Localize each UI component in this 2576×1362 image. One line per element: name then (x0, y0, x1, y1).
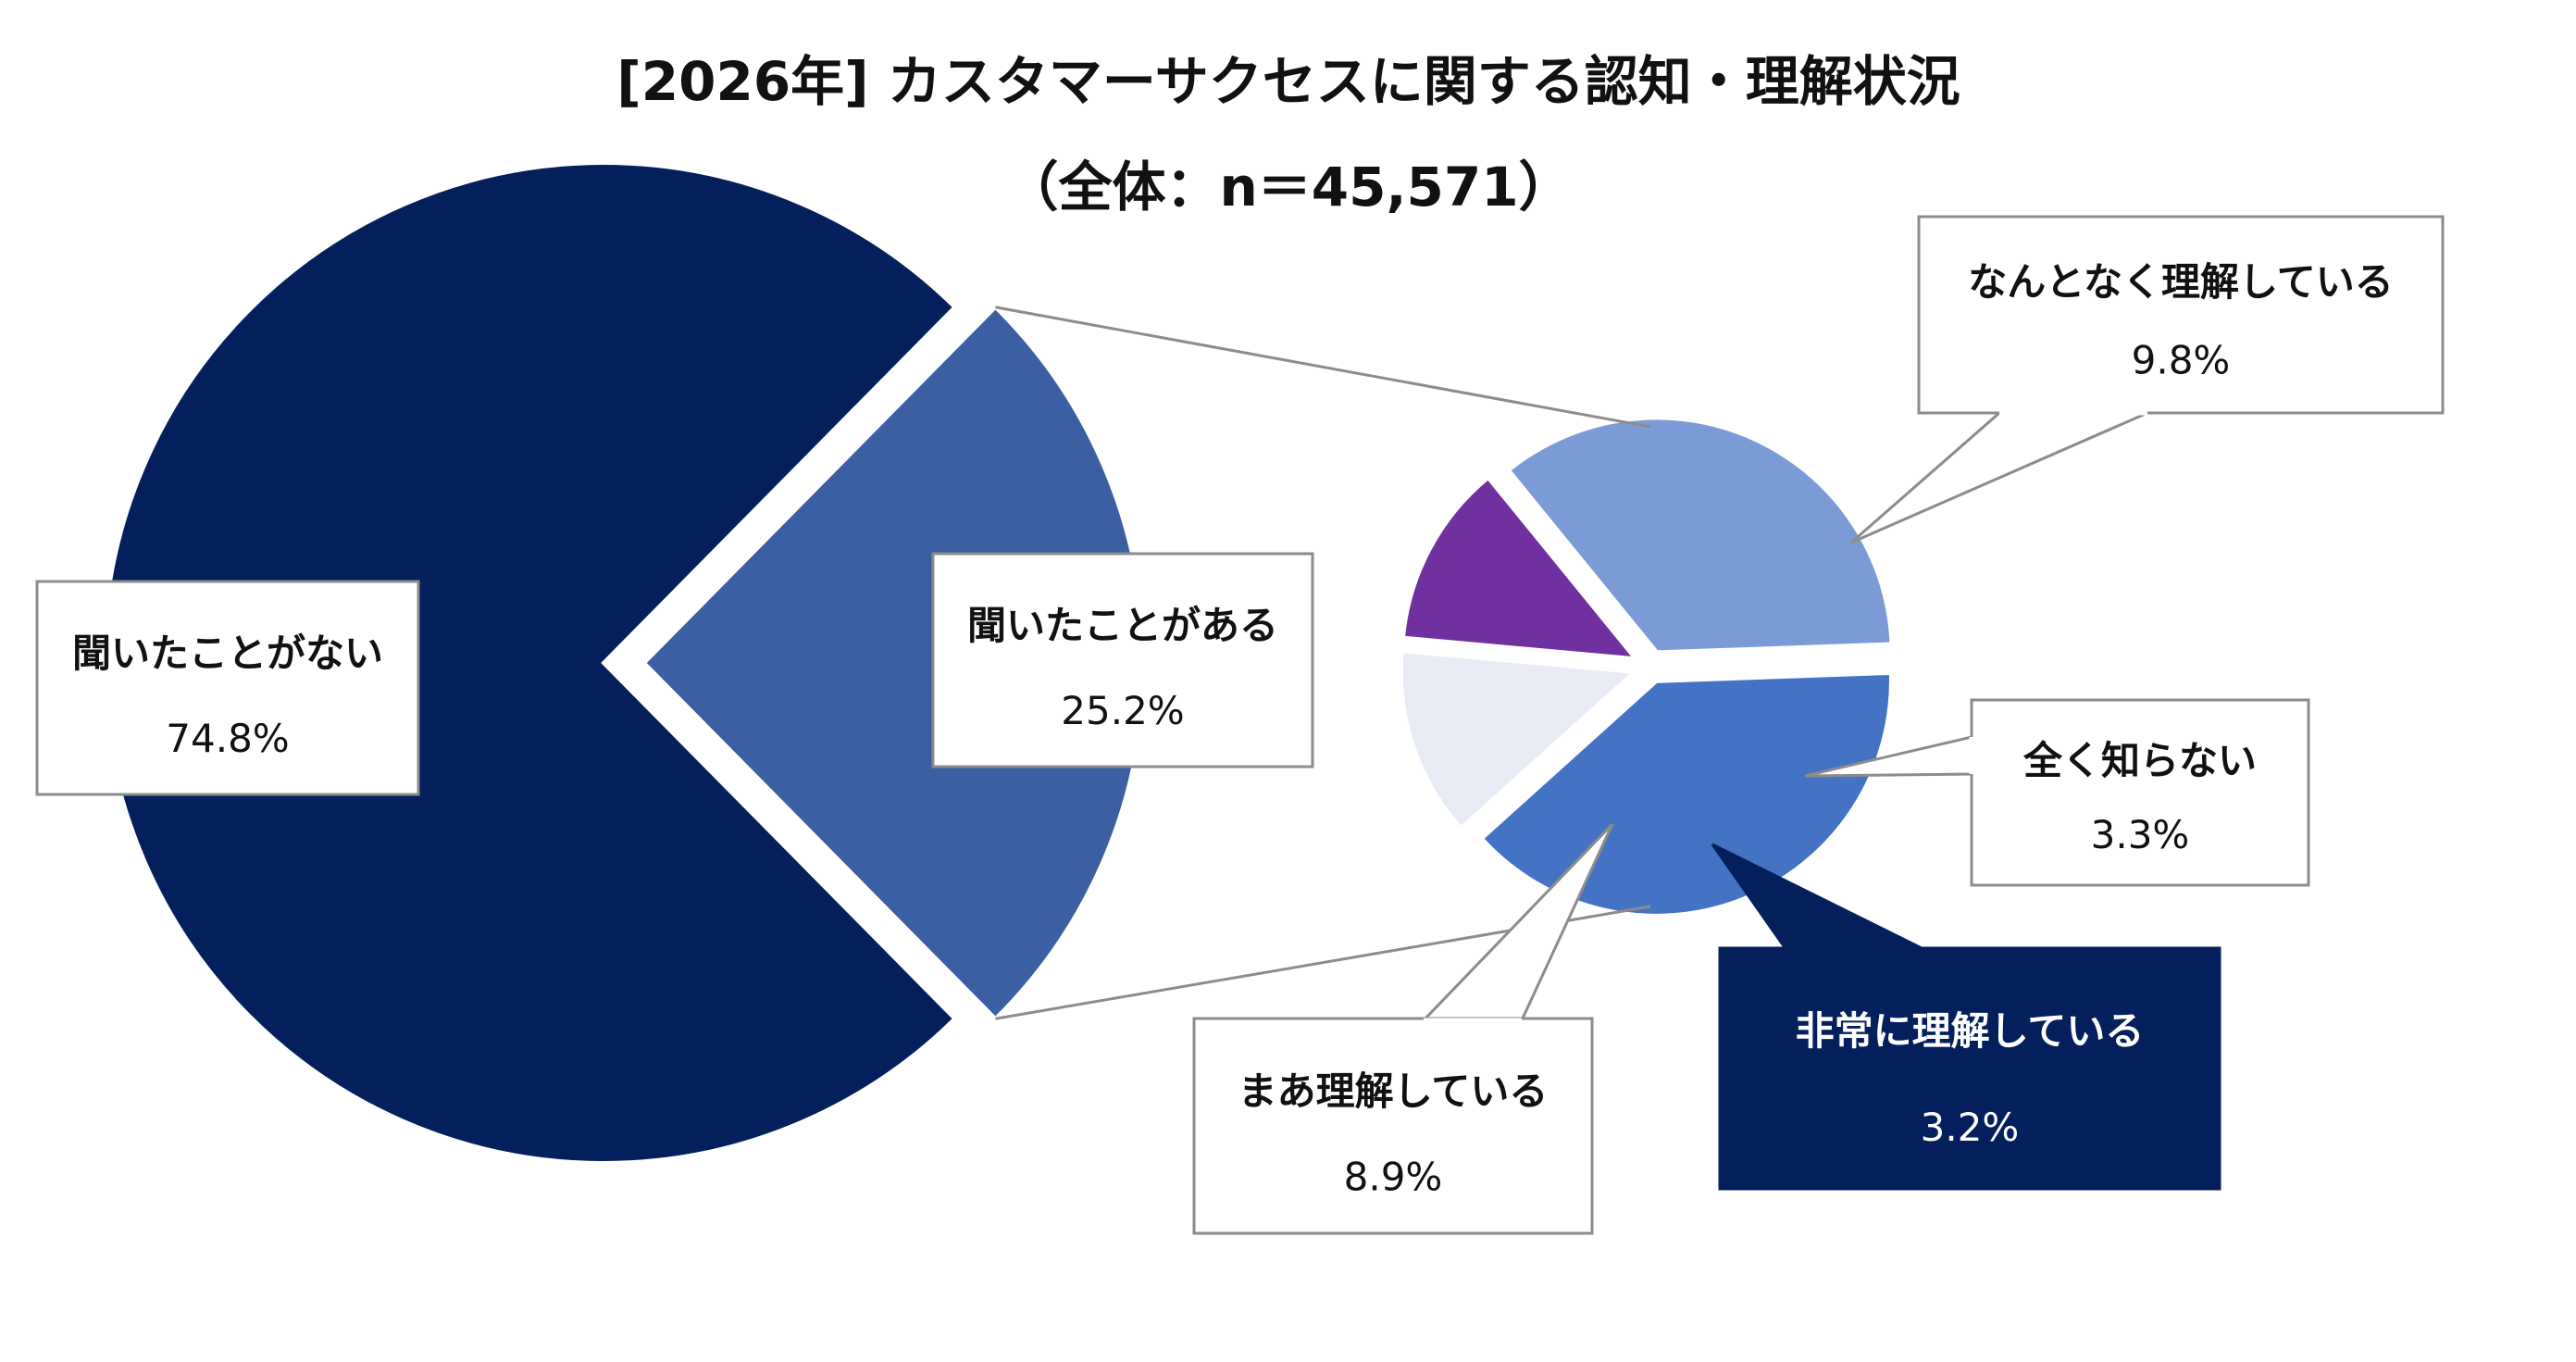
callout-breakdown-1-label: 全く知らない (2022, 738, 2257, 783)
callout-breakdown-2-box (1718, 946, 2221, 1191)
breakdown-pie-slice-1 (1397, 646, 1643, 833)
callout-breakdown-1-box (1970, 698, 2310, 887)
callout-breakdown-3: まあ理解している 8.9% (1192, 822, 1614, 1235)
callout-main-1: 聞いたことがある 25.2% (931, 552, 1314, 768)
connector-line-top (995, 306, 1651, 429)
callout-breakdown-3-value: 8.9% (1344, 1155, 1443, 1200)
callout-breakdown-0-value: 9.8% (2132, 338, 2231, 383)
callout-main-1-value: 25.2% (1061, 688, 1184, 733)
callout-main-0-label: 聞いたことがない (72, 631, 383, 676)
chart-subtitle: （全体：n＝45,571） (1004, 156, 1572, 219)
callout-main-0: 聞いたことがない 74.8% (35, 580, 420, 796)
breakdown-pie-slice-2 (1399, 472, 1644, 664)
callout-breakdown-2: 非常に理解している 3.2% (1711, 843, 2221, 1191)
callout-breakdown-3-label: まあ理解している (1238, 1068, 1549, 1114)
callout-breakdown-0: なんとなく理解している 9.8% (1850, 215, 2445, 544)
callout-breakdown-2-label: 非常に理解している (1796, 1008, 2145, 1054)
callout-main-0-value: 74.8% (166, 716, 289, 761)
callout-breakdown-1: 全く知らない 3.3% (1804, 698, 2310, 887)
callout-main-0-box (35, 580, 420, 796)
callout-breakdown-3-box (1192, 1017, 1594, 1235)
callout-breakdown-0-box (1917, 215, 2445, 415)
callouts-layer: 聞いたことがない 74.8% 聞いたことがある 25.2% なんとなく理解している 9.8… (35, 215, 2445, 1235)
callout-main-1-label: 聞いたことがある (967, 603, 1278, 648)
callout-main-1-box (931, 552, 1314, 768)
chart-title: [2026年] カスタマーサクセスに関する認知・理解状況 (616, 50, 1960, 113)
callout-breakdown-1-value: 3.3% (2091, 812, 2190, 857)
callout-breakdown-2-value: 3.2% (1921, 1105, 2020, 1150)
callout-breakdown-0-label: なんとなく理解している (1968, 259, 2393, 305)
callout-breakdown-0-pointer (1850, 411, 2148, 544)
breakdown-pie-slice-3 (1503, 414, 1896, 656)
